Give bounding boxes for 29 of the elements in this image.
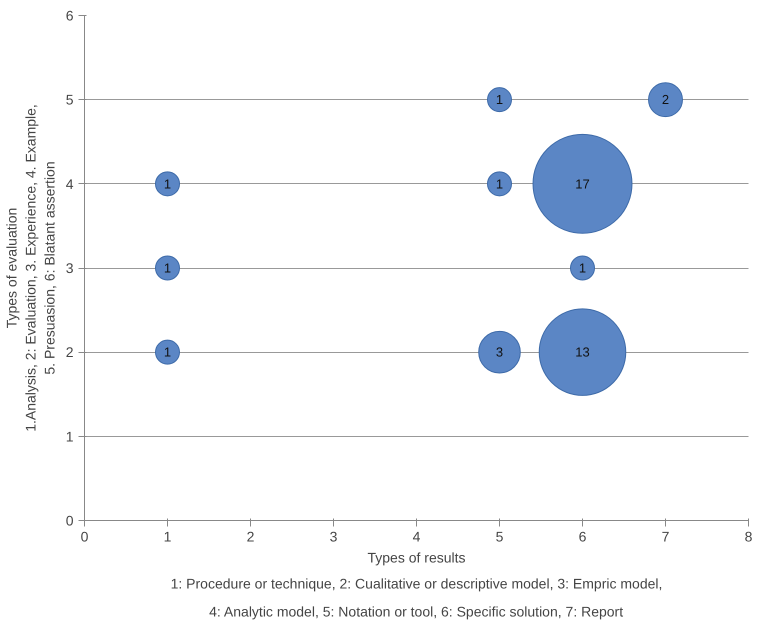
data-label: 1 <box>578 260 586 276</box>
y-tick-label: 2 <box>66 344 74 360</box>
y-axis-title: Types of evaluation 1.Analysis, 2: Evaluation, 3. Experience, 4. Example, 5. Presuasion, 6: Blatant assertion <box>3 104 58 432</box>
y-tick-label: 0 <box>66 512 74 528</box>
y-tick-label: 5 <box>66 92 74 108</box>
x-tick-label: 4 <box>412 528 421 544</box>
y-tick-label: 1 <box>66 428 74 444</box>
x-tick-label: 3 <box>330 528 338 544</box>
data-label: 1 <box>164 344 172 360</box>
x-tick-label: 6 <box>578 528 587 544</box>
text: 1: Procedure or technique, 2: Cualitative or descriptive model, 3: Empric model, 4: Analytic model, 5: Notation or tool, 6: Specific solution, 7: Report <box>170 576 662 620</box>
x-tick-label: 1 <box>164 528 172 544</box>
data-label: 1 <box>496 92 504 108</box>
data-label: 1 <box>164 176 172 192</box>
data-label: 17 <box>575 176 590 192</box>
data-label: 3 <box>496 344 504 360</box>
y-tick-label: 3 <box>66 260 74 276</box>
data-label: 13 <box>575 344 590 360</box>
y-tick-label: 6 <box>66 8 74 24</box>
x-tick-label: 0 <box>80 528 89 544</box>
x-tick-label: 8 <box>744 528 753 544</box>
data-label: 1 <box>164 260 172 276</box>
x-axis-title: Types of results <box>367 550 466 566</box>
y-tick-label: 4 <box>66 176 74 192</box>
x-tick-label: 5 <box>496 528 504 544</box>
x-tick-label: 2 <box>246 528 255 544</box>
data-label: 2 <box>662 92 670 108</box>
data-label: 1 <box>496 176 504 192</box>
x-tick-label: 7 <box>662 528 670 544</box>
